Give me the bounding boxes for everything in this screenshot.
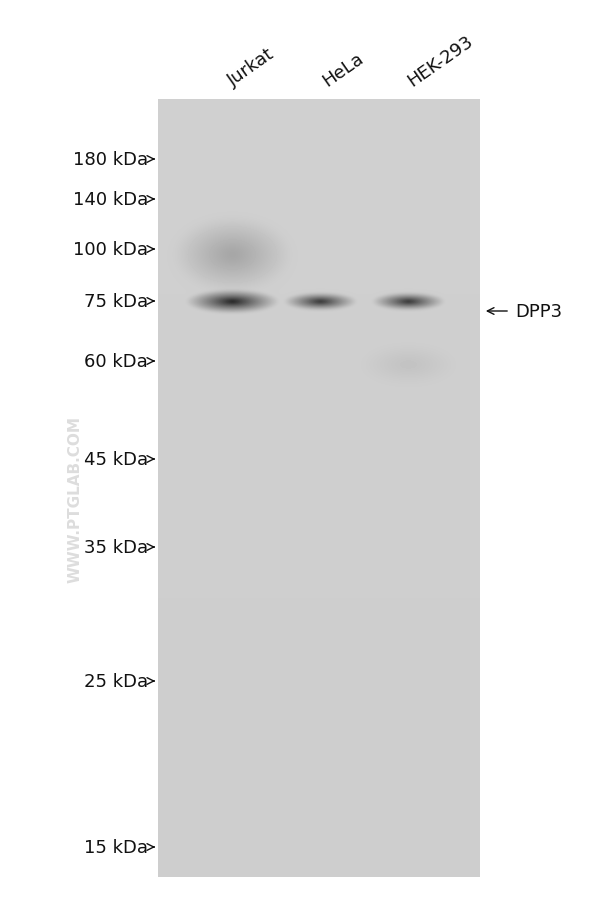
Text: 25 kDa: 25 kDa bbox=[84, 672, 148, 690]
Text: 15 kDa: 15 kDa bbox=[84, 838, 148, 856]
Text: 60 kDa: 60 kDa bbox=[84, 353, 148, 371]
Text: WWW.PTGLAB.COM: WWW.PTGLAB.COM bbox=[67, 416, 83, 583]
Text: 140 kDa: 140 kDa bbox=[73, 191, 148, 208]
Text: Jurkat: Jurkat bbox=[224, 45, 278, 90]
Text: 180 kDa: 180 kDa bbox=[73, 151, 148, 169]
Text: 35 kDa: 35 kDa bbox=[84, 538, 148, 557]
Text: DPP3: DPP3 bbox=[515, 303, 562, 320]
Text: 100 kDa: 100 kDa bbox=[73, 241, 148, 259]
Text: 45 kDa: 45 kDa bbox=[84, 450, 148, 468]
Text: 75 kDa: 75 kDa bbox=[84, 292, 148, 310]
Text: HeLa: HeLa bbox=[320, 49, 367, 90]
Text: HEK-293: HEK-293 bbox=[404, 32, 477, 90]
